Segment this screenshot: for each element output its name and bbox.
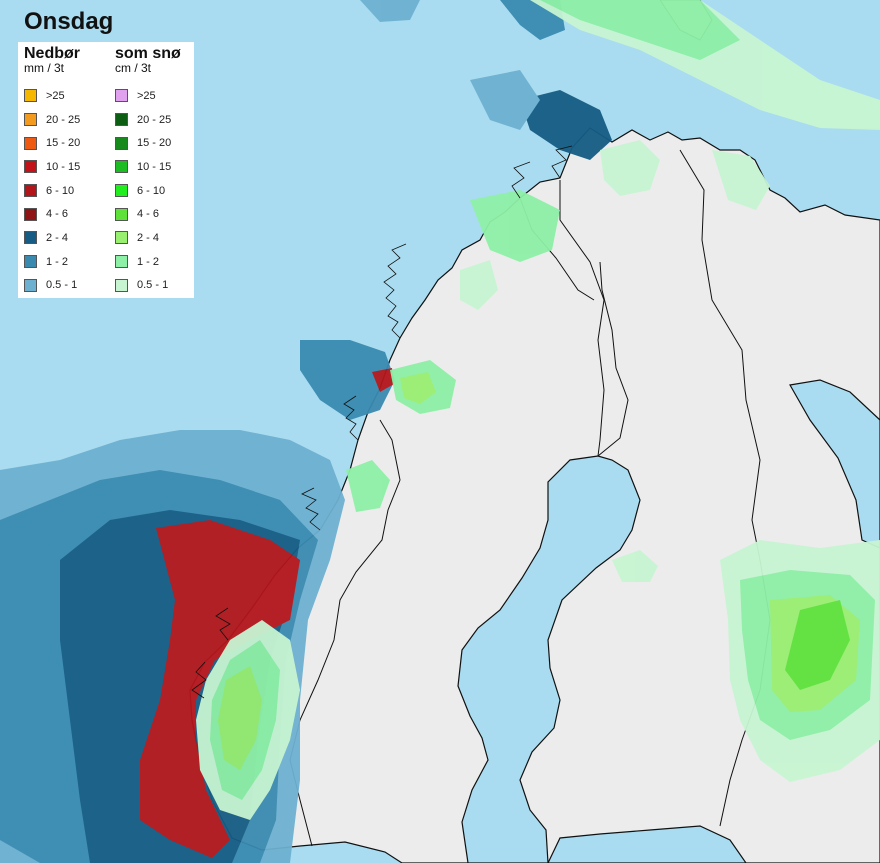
- snow-finland: [612, 550, 658, 582]
- legend-swatch: [24, 207, 37, 221]
- legend-precip-item: 4 - 6: [24, 202, 80, 226]
- legend-label: 20 - 25: [137, 113, 172, 126]
- legend-swatch: [115, 160, 128, 174]
- legend-swatch: [115, 231, 128, 245]
- legend-snow-item: 20 - 25: [115, 108, 181, 132]
- day-title: Onsdag: [24, 8, 114, 35]
- legend-snow-item: 6 - 10: [115, 179, 181, 203]
- legend-label: 6 - 10: [137, 184, 166, 197]
- legend-label: 4 - 6: [46, 208, 69, 221]
- gulf-of-finland: [547, 825, 747, 863]
- legend-snow-item: 2 - 4: [115, 226, 181, 250]
- legend-swatch: [24, 184, 37, 198]
- coast-details: [191, 145, 573, 699]
- legend-swatch: [115, 278, 128, 292]
- legend-label: 6 - 10: [46, 184, 75, 197]
- legend-snow-unit: cm / 3t: [115, 61, 152, 75]
- legend-label: 2 - 4: [137, 231, 160, 244]
- legend-swatch: [115, 184, 128, 198]
- snow-north-3: [346, 460, 390, 512]
- snow-north-2: [400, 372, 436, 404]
- legend-precip-item: 10 - 15: [24, 155, 80, 179]
- legend-precip-item: 20 - 25: [24, 108, 80, 132]
- legend-swatch: [115, 113, 128, 127]
- legend-swatch: [115, 255, 128, 269]
- precip-north-field-3: [470, 70, 540, 130]
- legend-label: >25: [137, 89, 156, 102]
- legend-swatch: [115, 207, 128, 221]
- legend-snow-item: 1 - 2: [115, 250, 181, 274]
- legend-label: 1 - 2: [46, 255, 69, 268]
- legend-snow-item: 0.5 - 1: [115, 274, 181, 298]
- legend: Nedbør mm / 3t >25 20 - 25 15 - 20 10 - 15 6…: [18, 42, 194, 298]
- snow-layer: [196, 0, 880, 820]
- legend-precip-item: 6 - 10: [24, 179, 80, 203]
- legend-label: 20 - 25: [46, 113, 81, 126]
- gulf-of-bothnia: [457, 455, 641, 863]
- legend-precip-item: 15 - 20: [24, 131, 80, 155]
- legend-swatch: [24, 89, 37, 103]
- legend-precip-item: 0.5 - 1: [24, 274, 80, 298]
- legend-precip-item: >25: [24, 84, 80, 108]
- snow-russia-4-6: [785, 600, 850, 690]
- legend-swatch: [24, 278, 37, 292]
- snow-north-5: [600, 140, 660, 196]
- legend-precip-item: 1 - 2: [24, 250, 80, 274]
- snow-barents-2: [540, 0, 740, 60]
- snow-2-4-sweden: [218, 666, 262, 770]
- legend-label: 1 - 2: [137, 255, 160, 268]
- snow-north-6: [712, 150, 770, 210]
- legend-label: 10 - 15: [137, 160, 172, 173]
- legend-snow-title: som snø: [115, 45, 181, 62]
- legend-snow-item: 4 - 6: [115, 202, 181, 226]
- precip-top-field: [360, 0, 420, 22]
- legend-label: 4 - 6: [137, 208, 160, 221]
- legend-label: 15 - 20: [137, 137, 172, 150]
- legend-precip-title: Nedbør: [24, 45, 80, 62]
- legend-precip-column: Nedbør mm / 3t >25 20 - 25 15 - 20 10 - 15 6…: [24, 46, 80, 297]
- precip-6-10-north: [372, 368, 394, 392]
- legend-snow-column: som snø cm / 3t >25 20 - 25 15 - 20 10 - 15…: [115, 46, 181, 297]
- legend-swatch: [24, 255, 37, 269]
- legend-label: >25: [46, 89, 65, 102]
- legend-precip-unit: mm / 3t: [24, 61, 65, 75]
- precip-north-field: [300, 340, 395, 420]
- legend-snow-item: 15 - 20: [115, 131, 181, 155]
- legend-snow-item: 10 - 15: [115, 155, 181, 179]
- legend-precip-item: 2 - 4: [24, 226, 80, 250]
- legend-swatch: [24, 160, 37, 174]
- legend-swatch: [115, 89, 128, 103]
- legend-swatch: [24, 231, 37, 245]
- legend-snow-item: >25: [115, 84, 181, 108]
- legend-swatch: [24, 113, 37, 127]
- snow-north-7: [460, 260, 498, 310]
- legend-label: 10 - 15: [46, 160, 81, 173]
- legend-label: 15 - 20: [46, 137, 81, 150]
- legend-label: 2 - 4: [46, 231, 69, 244]
- country-borders: [289, 149, 771, 847]
- legend-label: 0.5 - 1: [137, 279, 169, 292]
- legend-label: 0.5 - 1: [46, 279, 78, 292]
- snow-north-4: [470, 190, 560, 262]
- legend-swatch: [24, 136, 37, 150]
- legend-swatch: [115, 136, 128, 150]
- precip-6-10-field: [140, 520, 300, 858]
- precip-north-field-2: [520, 90, 612, 160]
